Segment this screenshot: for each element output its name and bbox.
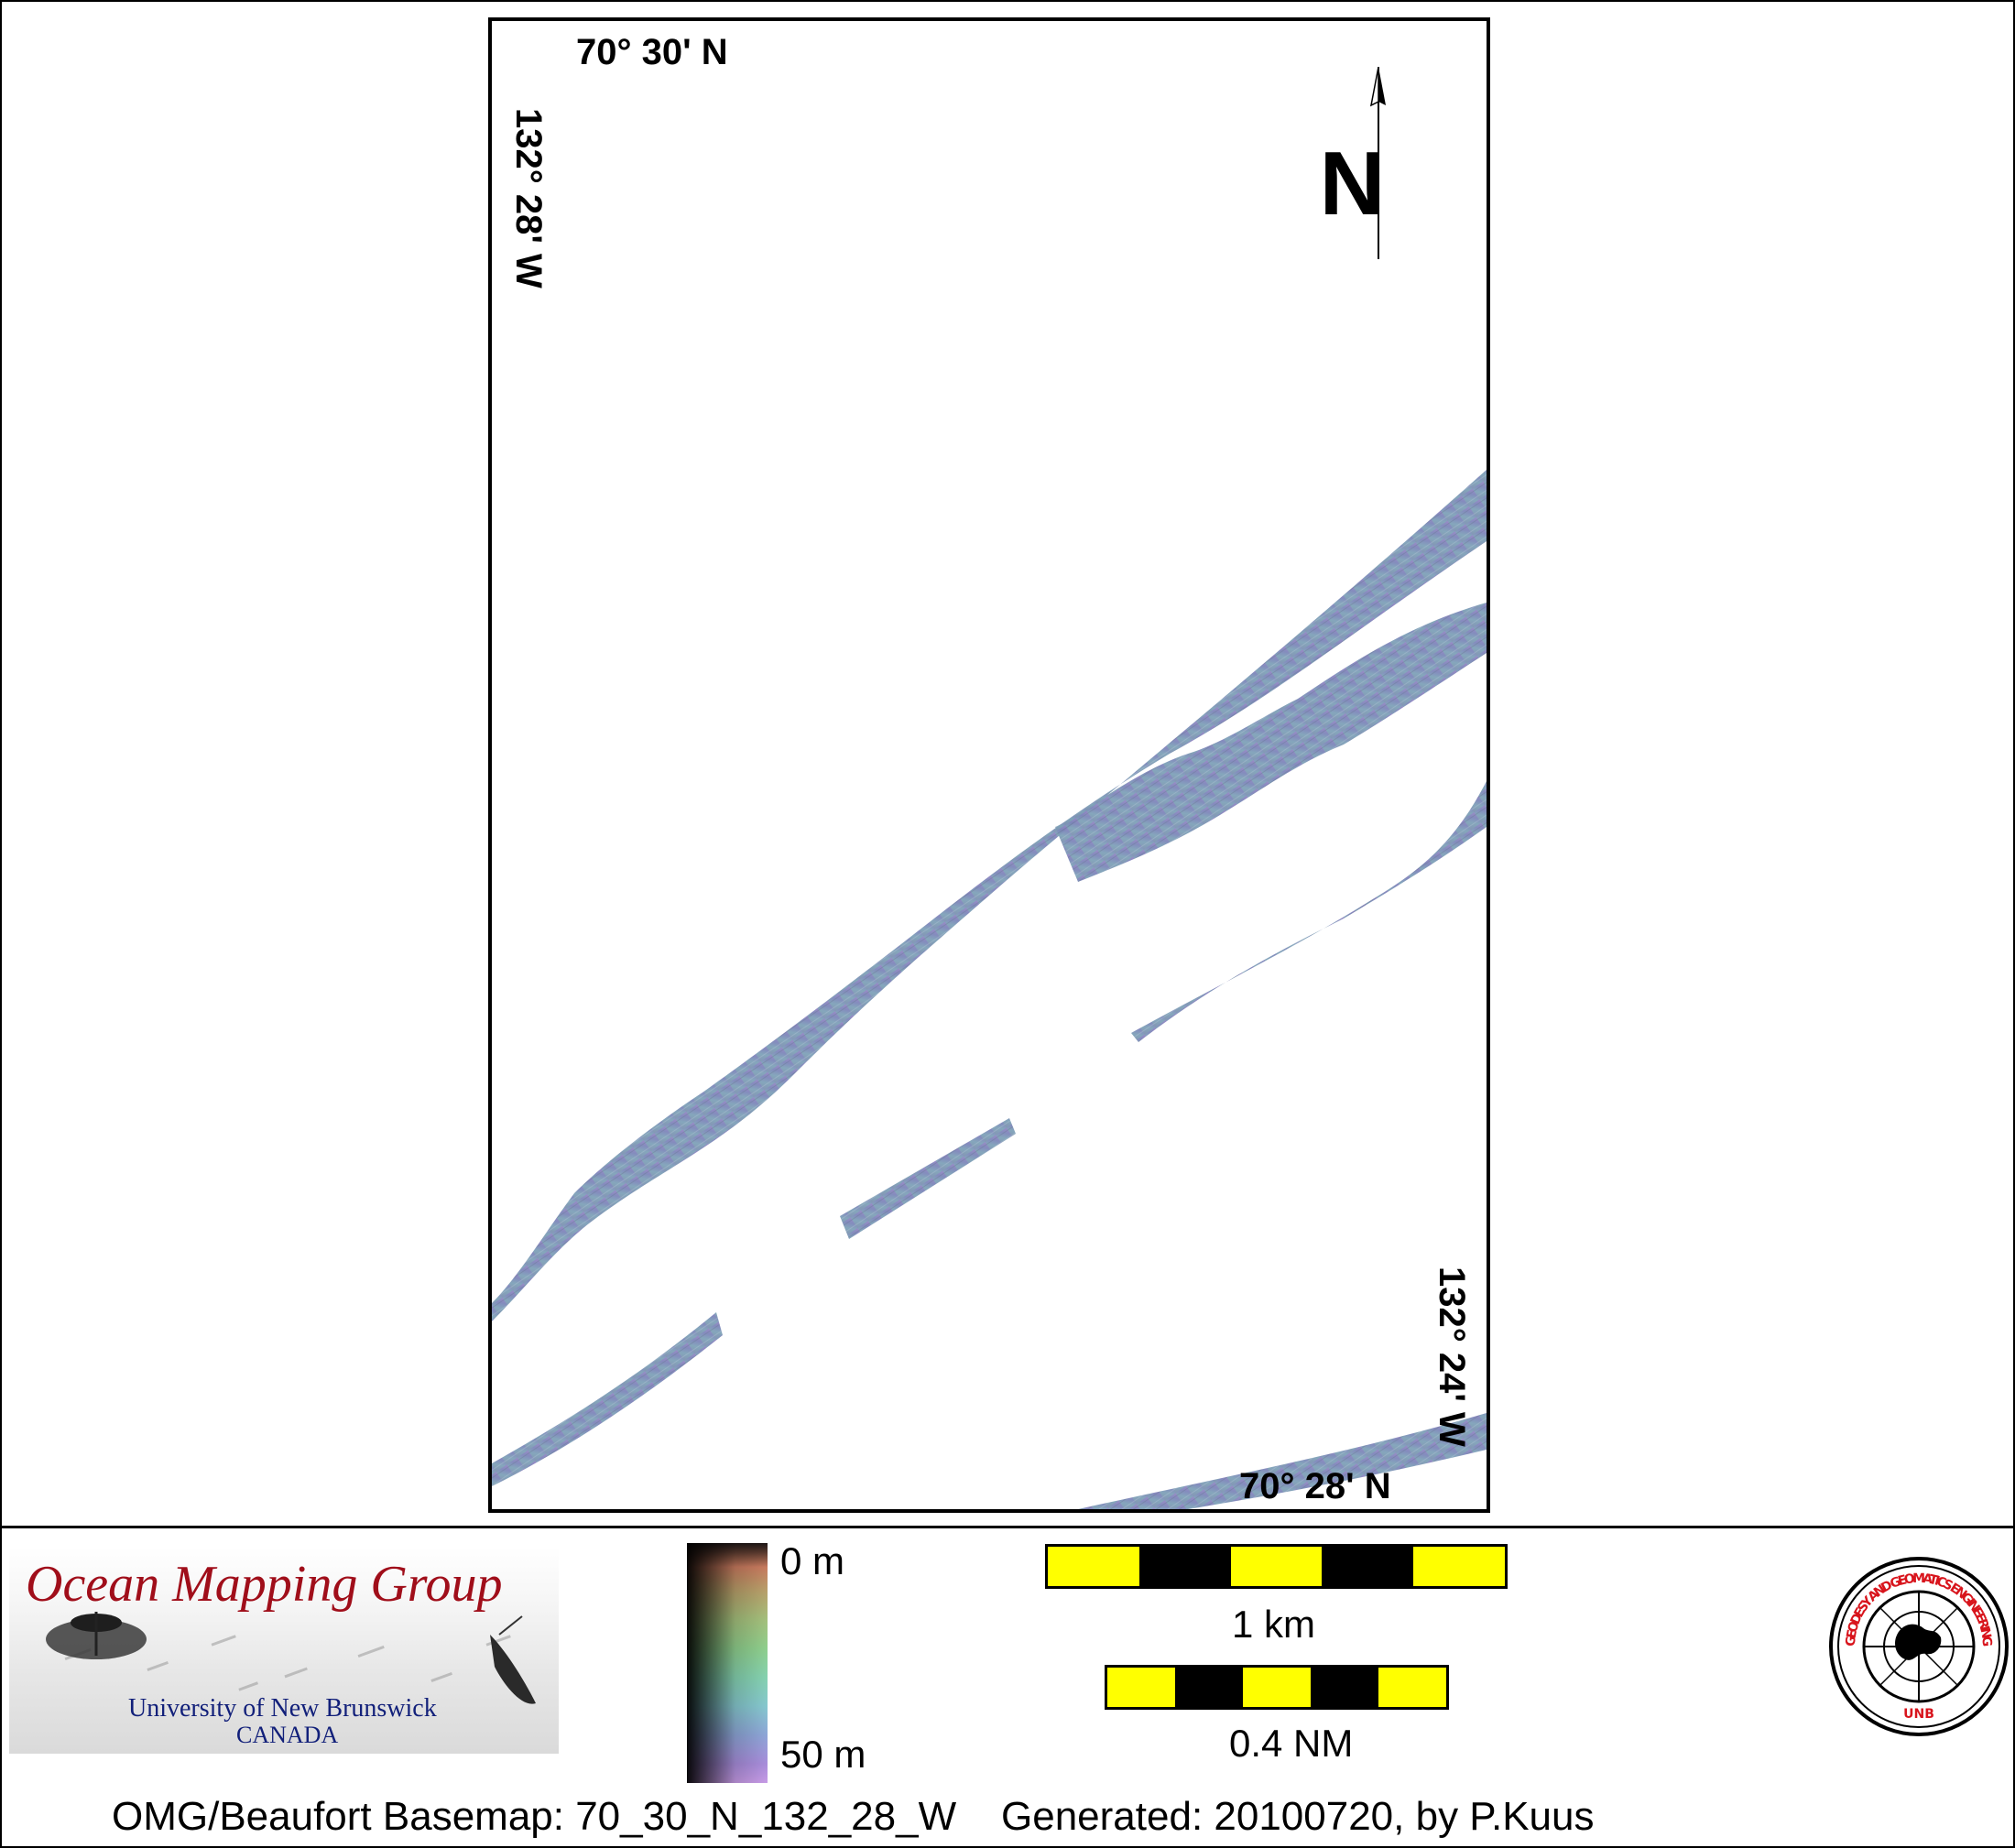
colorbar-bottom-label: 50 m [780,1733,866,1776]
footer-divider [0,1526,2015,1528]
seal-bottom-text: UNB [1903,1707,1934,1722]
scale-km-segment [1322,1547,1414,1586]
ocean-mapping-group-logo: Ocean Mapping Group University of New Br… [9,1548,559,1754]
scale-km-label: 1 km [1232,1603,1316,1646]
logo-country: CANADA [236,1722,339,1748]
scale-bar-km [1045,1544,1508,1589]
footer-caption: OMG/Beaufort Basemap: 70_30_N_132_28_W G… [112,1797,1595,1837]
bathymetry-swaths [492,470,1487,1509]
scale-bar-nm [1105,1665,1449,1710]
scale-km-segment [1138,1547,1231,1586]
footer-generated: Generated: 20100720, by P.Kuus [1001,1794,1595,1839]
swath-segment-2 [492,1312,723,1486]
swath-segment-1 [840,1118,1016,1239]
longitude-left-label: 132° 28' W [508,108,549,288]
footer-gap [956,1794,1001,1839]
scale-nm-segment [1175,1668,1243,1707]
logo-title: Ocean Mapping Group [26,1556,503,1613]
swath-main [492,470,1487,1321]
latitude-bottom-label: 70° 28' N [1239,1466,1391,1506]
north-arrow-icon: N [1316,66,1408,264]
north-letter: N [1319,133,1385,234]
swath-middle [1131,781,1487,1042]
scale-nm-label: 0.4 NM [1229,1722,1354,1765]
swath-bottom [1078,1413,1487,1509]
seafloor-illustration [46,1612,536,1704]
scale-nm-segment [1243,1668,1311,1707]
scale-nm-segment [1311,1668,1378,1707]
seal-graphic: GEODESY AND GEOMATICS ENGINEERING UNB [1829,1557,2009,1736]
scale-km-segment [1230,1547,1323,1586]
footer-basemap: OMG/Beaufort Basemap: 70_30_N_132_28_W [112,1794,957,1839]
north-arrow-graphic [1369,66,1386,259]
scale-nm-segment [1378,1668,1446,1707]
logo-university: University of New Brunswick [128,1694,437,1723]
scale-km-segment [1048,1547,1139,1586]
swath-upper [1055,603,1487,882]
scale-km-segment [1413,1547,1505,1586]
longitude-right-label: 132° 24' W [1432,1266,1472,1447]
unb-seal-logo: GEODESY AND GEOMATICS ENGINEERING UNB [1827,1555,2010,1738]
colorbar-shading [687,1543,768,1783]
map-panel[interactable]: 70° 30' N 132° 28' W 132° 24' W 70° 28' … [488,17,1490,1513]
colorbar-top-label: 0 m [780,1539,845,1582]
scale-nm-segment [1107,1668,1175,1707]
latitude-top-label: 70° 30' N [576,32,728,72]
